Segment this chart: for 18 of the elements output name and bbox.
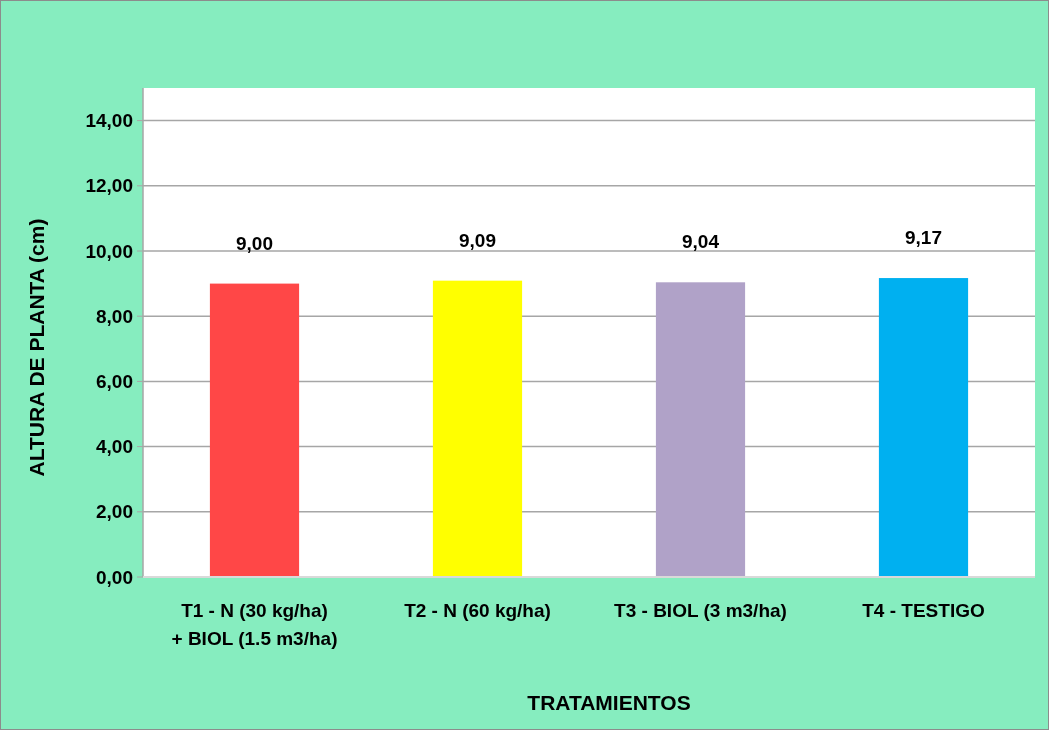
y-tick-label: 14,00 — [85, 110, 133, 132]
data-label: 9,09 — [459, 229, 496, 251]
y-tick-label: 6,00 — [96, 371, 133, 393]
x-tick-label: T3 - BIOL (3 m3/ha) — [614, 600, 787, 621]
y-tick-label: 4,00 — [96, 436, 133, 458]
data-label: 9,04 — [682, 231, 720, 253]
x-tick-label: T2 - N (60 kg/ha) — [404, 600, 551, 621]
data-label: 9,17 — [905, 227, 942, 249]
y-tick-label: 0,00 — [96, 566, 133, 588]
x-axis-title: TRATAMIENTOS — [527, 691, 691, 714]
x-tick-label: T1 - N (30 kg/ha) + BIOL (1.5 m3/ha) — [171, 600, 338, 649]
data-label: 9,00 — [236, 232, 273, 254]
y-tick-label: 8,00 — [96, 305, 133, 327]
y-tick-label: 10,00 — [85, 240, 133, 262]
y-axis-title: ALTURA DE PLANTA (cm) — [25, 218, 48, 477]
y-tick-label: 12,00 — [85, 175, 133, 197]
y-tick-label: 2,00 — [96, 501, 133, 523]
x-tick-label: T4 - TESTIGO — [862, 600, 985, 621]
